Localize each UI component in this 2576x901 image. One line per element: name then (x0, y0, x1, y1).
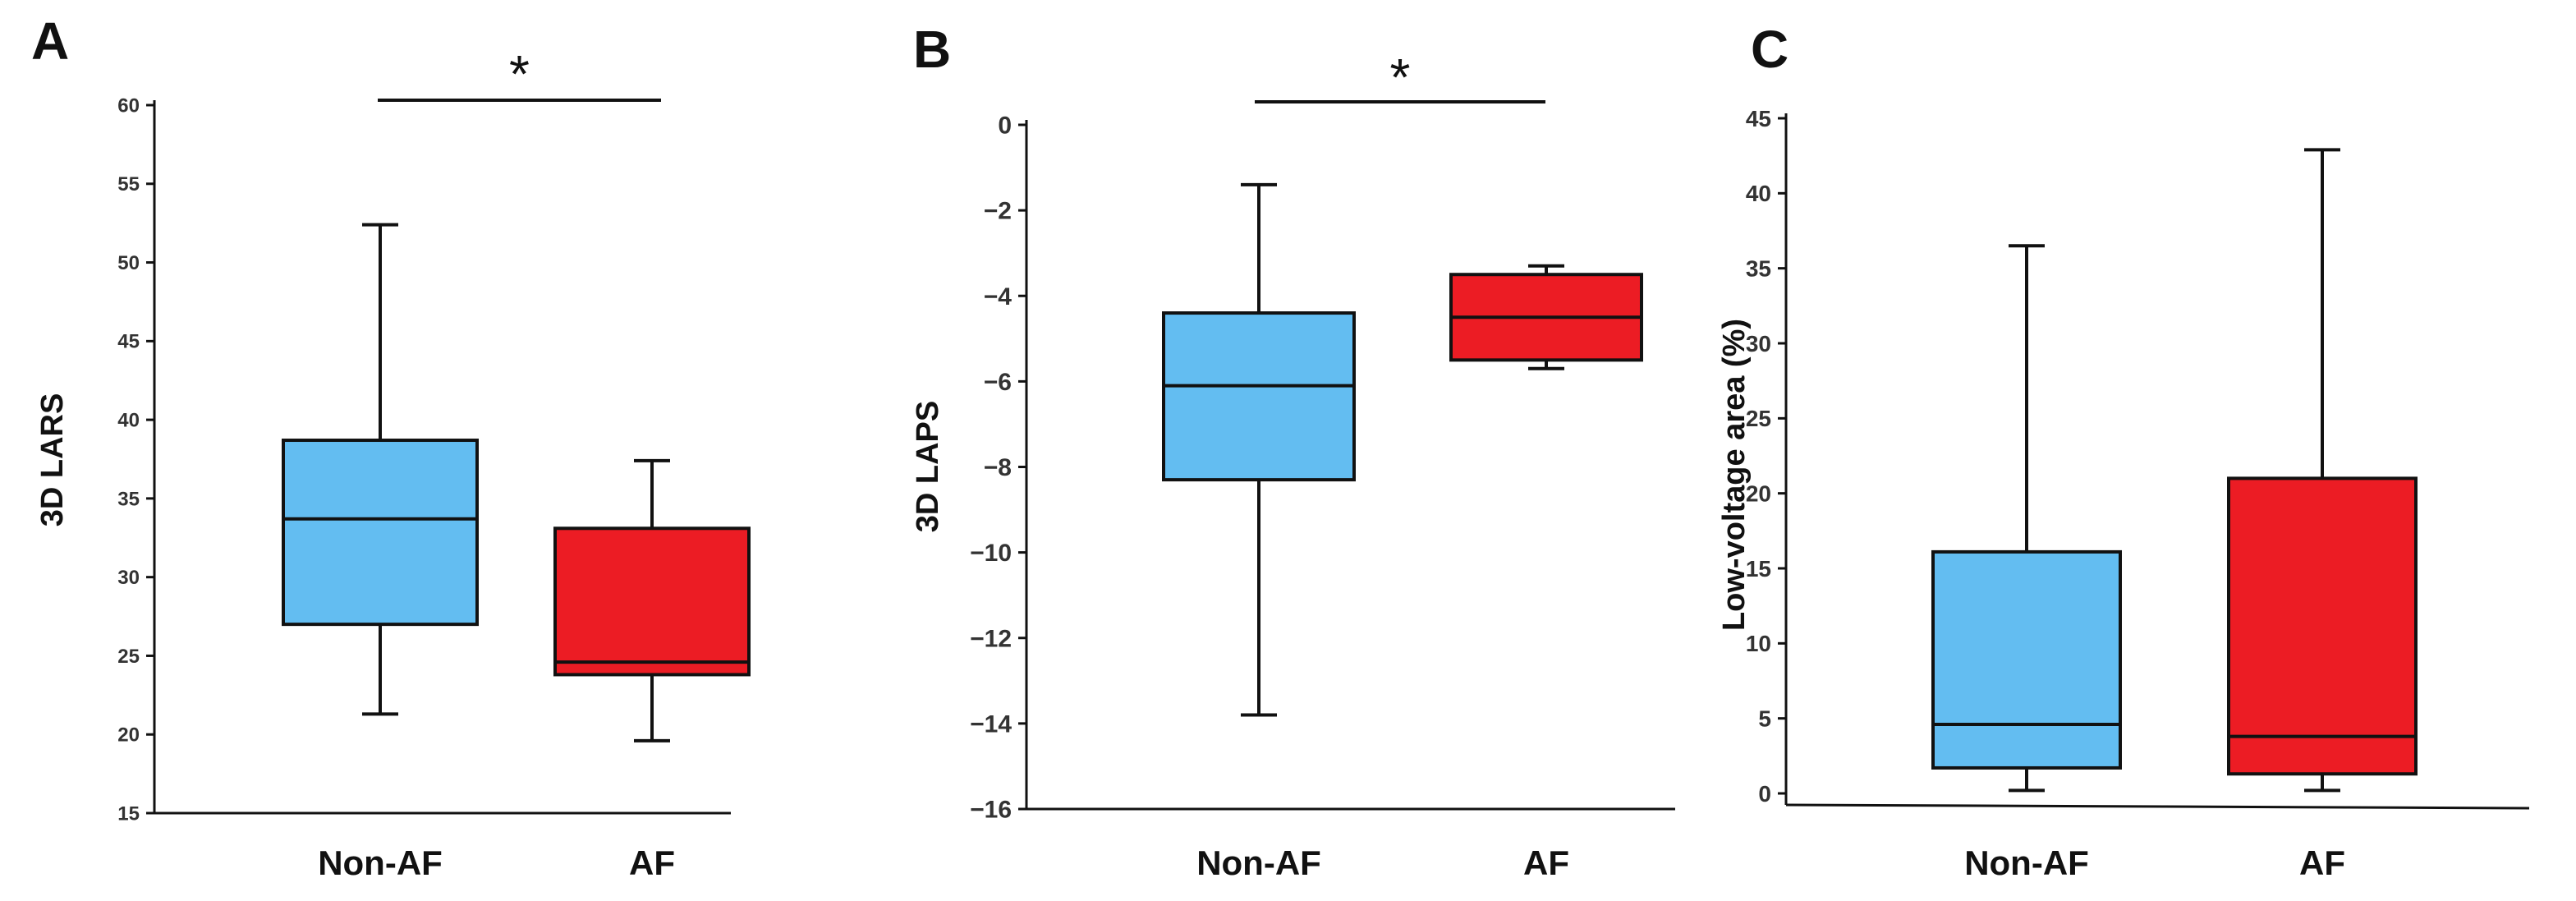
y-tick-label: −12 (970, 625, 1012, 652)
y-tick-label: 45 (117, 331, 140, 353)
y-tick-label: 55 (117, 173, 140, 195)
box-af (2227, 476, 2418, 776)
y-tick-label: 35 (1746, 255, 1771, 281)
y-axis-label: Low-voltage area (%) (1717, 319, 1752, 631)
y-tick-label: −14 (970, 710, 1012, 738)
x-category-label: Non-AF (318, 844, 443, 882)
y-tick-label: 40 (1746, 181, 1771, 206)
y-tick-label: 60 (117, 94, 140, 117)
x-category-label: AF (1523, 844, 1569, 882)
x-category-label: AF (629, 844, 675, 882)
y-tick-label: 50 (117, 252, 140, 274)
y-tick-label: −6 (984, 369, 1012, 396)
y-tick-label: 15 (1746, 556, 1771, 582)
y-tick-label: 0 (1758, 781, 1771, 807)
significance-star: * (509, 44, 530, 103)
y-tick-label: 20 (1746, 480, 1771, 506)
y-axis-label: 3D LAPS (911, 401, 945, 532)
y-tick-label: 0 (998, 113, 1012, 140)
y-tick-label: 30 (1746, 331, 1771, 356)
box-af (553, 526, 751, 677)
y-tick-label: −4 (984, 283, 1012, 310)
y-axis-label: 3D LARS (35, 393, 70, 527)
box-non-af (282, 439, 479, 627)
y-tick-label: 35 (117, 488, 140, 510)
y-tick-label: 25 (1746, 406, 1771, 431)
y-tick-label: 40 (117, 410, 140, 432)
y-tick-label: −10 (970, 540, 1012, 567)
y-tick-label: 20 (117, 724, 140, 747)
y-tick-label: −2 (984, 198, 1012, 225)
y-tick-label: 25 (117, 646, 140, 668)
x-axis-line (1785, 803, 2530, 810)
panel-letter: C (1751, 20, 1789, 79)
y-tick-label: −8 (984, 454, 1012, 481)
panel-letter: A (31, 11, 69, 71)
y-tick-label: 10 (1746, 631, 1771, 656)
x-category-label: Non-AF (1964, 844, 2089, 882)
y-tick-label: 45 (1746, 106, 1771, 131)
y-tick-label: 30 (117, 567, 140, 589)
y-tick-label: −16 (970, 797, 1012, 824)
significance-star: * (1390, 48, 1411, 107)
x-category-label: Non-AF (1196, 844, 1321, 882)
box-non-af (1931, 549, 2122, 770)
box-non-af (1162, 311, 1356, 482)
panel-letter: B (913, 20, 951, 79)
x-category-label: AF (2299, 844, 2345, 882)
y-tick-label: 15 (117, 802, 140, 825)
y-tick-label: 5 (1758, 706, 1771, 731)
